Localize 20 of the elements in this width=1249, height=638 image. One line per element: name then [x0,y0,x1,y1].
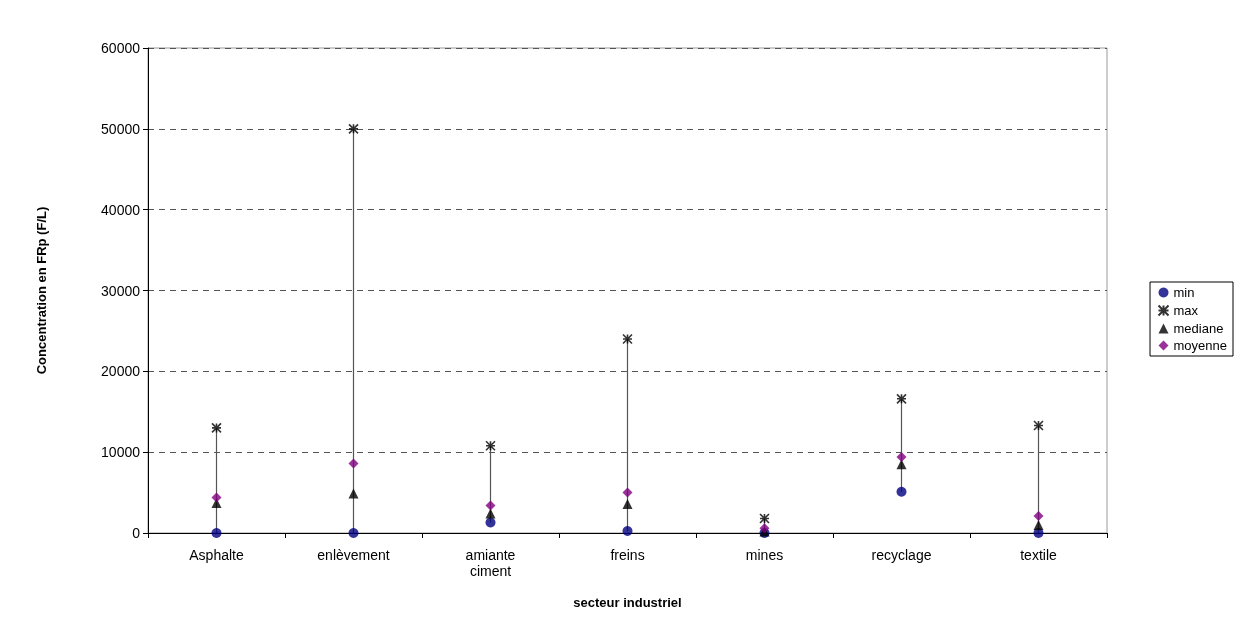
y-tick-label: 10000 [101,444,141,461]
legend-label: max [1173,303,1199,318]
x-tick-label: enlèvement [317,547,390,563]
x-tick-label: textile [1020,547,1057,563]
x-tick-label: amiante ciment [465,547,516,579]
y-tick-label: 20000 [101,363,141,380]
x-axis-title: secteur industriel [573,595,682,610]
legend-label: mediane [1173,321,1224,336]
y-axis-title: Concentration en FRp (F/L) [34,206,49,375]
y-tick-label: 40000 [101,201,141,218]
y-tick-label: 0 [132,525,141,541]
x-tick-label: Asphalte [189,547,244,563]
x-tick-label: recyclage [871,547,932,563]
y-tick-label: 30000 [101,282,141,299]
y-tick-label: 60000 [101,40,141,56]
legend-label: moyenne [1173,338,1228,353]
x-tick-label: freins [610,547,645,563]
legend-label: min [1173,285,1195,300]
x-tick-label: mines [745,547,784,563]
y-tick-label: 50000 [101,120,141,137]
